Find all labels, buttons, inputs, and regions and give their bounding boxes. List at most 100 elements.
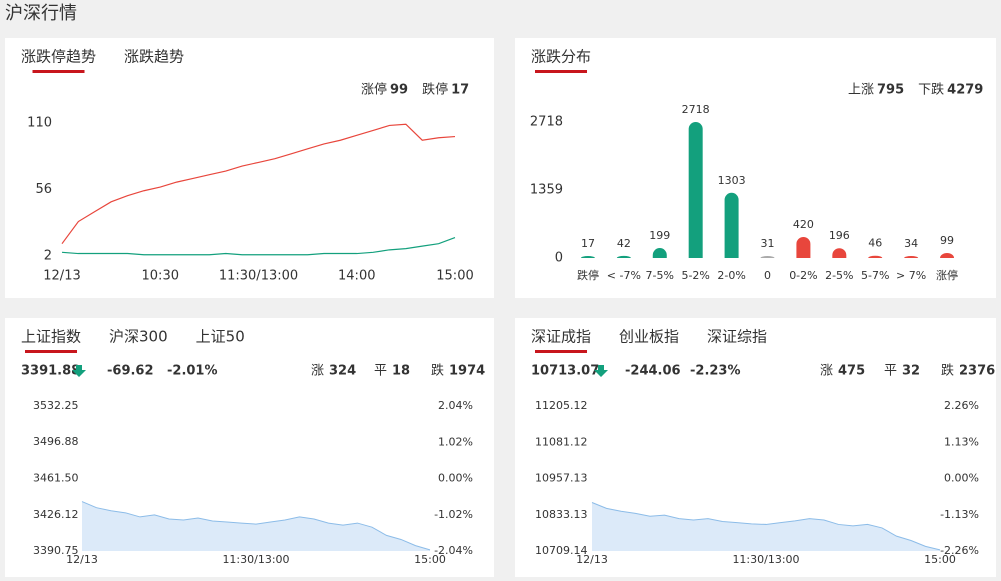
value-label: 46 <box>868 237 882 250</box>
bar <box>724 192 739 258</box>
tab[interactable]: 涨跌分布 <box>531 48 591 66</box>
y-tick-label: 3426.12 <box>33 508 79 521</box>
x-tick-label: 15:00 <box>436 269 473 284</box>
y-tick-label: 3390.75 <box>33 544 79 557</box>
x-tick-label: 15:00 <box>414 553 446 566</box>
panel <box>5 38 494 298</box>
x-tick-label: 10:30 <box>142 269 179 284</box>
value-label: 34 <box>904 237 918 250</box>
legend-value: 99 <box>390 83 408 98</box>
x-tick-label: 0 <box>764 269 771 282</box>
y2-tick-label: -1.13% <box>940 508 979 521</box>
area <box>592 502 940 551</box>
legend-label: 下跌 <box>918 82 944 98</box>
value-label: 420 <box>793 218 814 231</box>
x-tick-label: 7-5% <box>646 269 674 282</box>
bar <box>652 248 667 258</box>
value-label: 1303 <box>718 174 746 187</box>
panel <box>515 38 996 298</box>
y-tick-label: 56 <box>35 182 52 197</box>
count-label: 跌 <box>431 363 444 379</box>
y-tick-label: 2718 <box>530 115 563 130</box>
count-label: 涨 <box>820 364 833 379</box>
area-line <box>81 501 431 551</box>
tab-underline <box>535 70 588 73</box>
y-tick-label: 3496.88 <box>33 435 79 448</box>
x-tick-label: 涨停 <box>936 268 958 282</box>
x-tick-label: 2-0% <box>717 269 745 282</box>
x-tick-label: 跌停 <box>577 268 599 282</box>
legend-value: 4279 <box>947 83 983 98</box>
tab[interactable]: 创业板指 <box>619 328 679 346</box>
legend-value: 795 <box>877 83 904 98</box>
x-tick-label: 0-2% <box>789 269 817 282</box>
tab[interactable]: 深证成指 <box>531 328 591 346</box>
bar <box>580 256 595 258</box>
bar <box>832 248 847 258</box>
x-tick-label: 11:30/13:00 <box>732 553 799 566</box>
value-label: 31 <box>761 237 775 250</box>
legend-label: 跌停 <box>422 82 448 98</box>
tab[interactable]: 涨跌趋势 <box>124 48 184 66</box>
x-tick-label: 11:30/13:00 <box>219 269 298 284</box>
y-tick-label: 2 <box>44 249 52 264</box>
x-tick-label: 15:00 <box>924 553 956 566</box>
count-value: 475 <box>838 364 865 379</box>
y-tick-label: 11205.12 <box>535 399 588 412</box>
area-line <box>591 502 941 551</box>
bar <box>688 122 703 258</box>
y2-tick-label: 1.02% <box>438 435 473 448</box>
x-tick-label: 12/13 <box>43 269 80 284</box>
x-tick-label: 12/13 <box>576 553 608 566</box>
count-value: 2376 <box>959 364 995 379</box>
y-tick-label: 10833.13 <box>535 508 588 521</box>
bar <box>940 253 955 258</box>
change-pct: -2.01% <box>167 364 218 379</box>
count-value: 324 <box>329 364 356 379</box>
tab-underline <box>25 350 78 353</box>
tab[interactable]: 深证综指 <box>707 328 767 346</box>
x-tick-label: 5-2% <box>681 269 709 282</box>
change: -69.62 <box>107 364 154 379</box>
tab-underline <box>535 350 588 353</box>
value-label: 2718 <box>682 103 710 116</box>
tab[interactable]: 沪深300 <box>109 328 168 346</box>
y2-tick-label: 1.13% <box>944 435 979 448</box>
change: -244.06 <box>625 364 681 379</box>
y-tick-label: 3532.25 <box>33 399 79 412</box>
tab[interactable]: 上证指数 <box>21 328 81 346</box>
bar <box>616 255 631 258</box>
price: 10713.07 <box>531 364 599 379</box>
y-tick-label: 1359 <box>530 183 563 198</box>
price: 3391.88 <box>21 364 80 379</box>
tab[interactable]: 上证50 <box>196 328 245 346</box>
y-tick-label: 10709.14 <box>535 544 588 557</box>
bar <box>760 256 775 258</box>
x-tick-label: 11:30/13:00 <box>222 553 289 566</box>
bar <box>796 236 811 258</box>
value-label: 196 <box>829 229 850 242</box>
y-tick-label: 10957.13 <box>535 472 588 485</box>
series-line <box>61 236 456 256</box>
series-line <box>61 123 456 245</box>
legend-label: 涨停 <box>361 82 387 98</box>
count-label: 平 <box>884 364 897 379</box>
y2-tick-label: -2.26% <box>940 544 979 557</box>
tab[interactable]: 涨跌停趋势 <box>21 48 96 66</box>
x-tick-label: 12/13 <box>66 553 98 566</box>
y2-tick-label: -1.02% <box>434 508 473 521</box>
down-arrow <box>72 365 86 377</box>
legend-value: 17 <box>451 83 469 98</box>
x-tick-label: 5-7% <box>861 269 889 282</box>
x-tick-label: > 7% <box>896 269 926 282</box>
area <box>82 501 430 551</box>
down-arrow <box>594 365 608 377</box>
y2-tick-label: 0.00% <box>438 472 473 485</box>
y2-tick-label: -2.04% <box>434 544 473 557</box>
count-value: 1974 <box>449 364 485 379</box>
legend-label: 上涨 <box>848 83 874 98</box>
count-value: 18 <box>392 364 410 379</box>
count-label: 平 <box>374 364 387 379</box>
value-label: 17 <box>581 237 595 250</box>
